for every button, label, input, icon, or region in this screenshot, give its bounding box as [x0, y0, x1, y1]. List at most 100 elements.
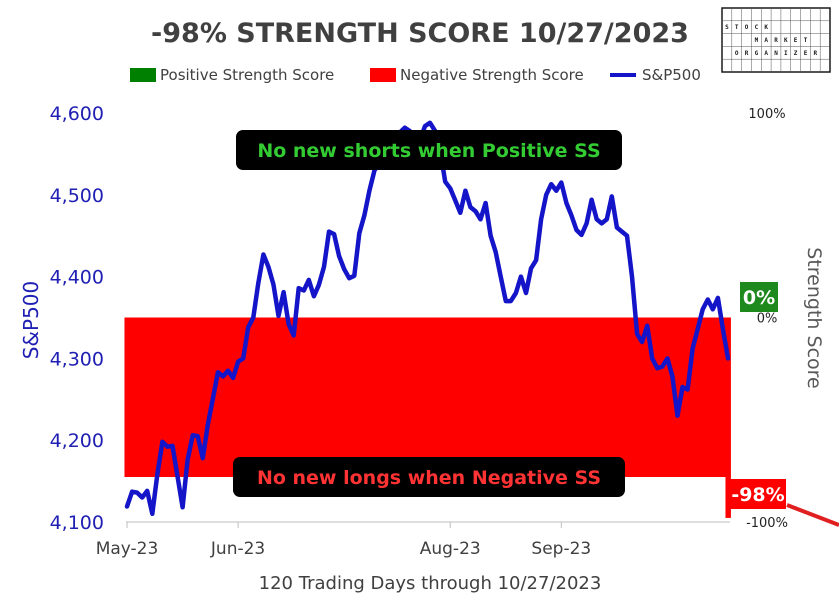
logo-letter: R [813, 50, 817, 57]
x-tick-label: May-23 [96, 539, 159, 559]
annotation-positive: No new shorts when Positive SS [236, 130, 622, 170]
bar-negative [478, 317, 484, 478]
logo-letter: T [804, 37, 808, 44]
bar-negative [306, 317, 312, 478]
y-right-tick-label: 0% [757, 312, 778, 327]
logo-letter: O [735, 50, 739, 57]
logo-letter: O [745, 24, 749, 31]
svg-text:No new shorts when Positive SS: No new shorts when Positive SS [257, 140, 600, 162]
logo-letter: M [755, 37, 759, 44]
svg-text:No new longs when Negative SS: No new longs when Negative SS [257, 467, 601, 489]
y-right-tick-label: 100% [748, 107, 785, 122]
bar-negative [437, 317, 444, 478]
legend-label-negative: Negative Strength Score [400, 66, 584, 84]
bar-negative [452, 317, 459, 478]
bar-negative [553, 317, 560, 478]
logo-letter: S [725, 24, 729, 31]
x-tick-label: Sep-23 [531, 539, 591, 559]
bar-negative [705, 317, 711, 478]
bar-negative [528, 317, 534, 478]
bar-negative [720, 317, 726, 478]
legend: Positive Strength Score Negative Strengt… [130, 66, 701, 84]
bar-negative [422, 317, 428, 478]
bar-negative [538, 317, 545, 478]
x-tick-label: Jun-23 [210, 539, 265, 559]
bar-negative [695, 317, 701, 478]
bar-negative [634, 317, 641, 478]
logo-letter: N [774, 50, 778, 57]
bar-negative [270, 317, 277, 478]
logo-letter: R [745, 50, 749, 57]
bar-negative [387, 317, 393, 478]
bar-negative [685, 317, 691, 478]
logo-letter: E [794, 37, 798, 44]
bar-negative [336, 317, 343, 478]
bar-negative [432, 317, 438, 478]
bar-negative [281, 317, 287, 478]
bar-negative [412, 317, 418, 478]
bar-negative [690, 317, 696, 478]
bar-negative [609, 317, 615, 478]
bar-negative [493, 317, 499, 478]
bar-negative [594, 317, 600, 478]
legend-label-sp500: S&P500 [642, 66, 701, 84]
bar-negative [326, 317, 332, 478]
logo-letter: R [774, 37, 778, 44]
bar-negative [462, 317, 469, 478]
logo-letter: A [764, 37, 768, 44]
bar-negative [700, 317, 706, 478]
bar-negative [195, 317, 201, 478]
bar-negative [296, 317, 302, 478]
legend-swatch-negative [370, 68, 396, 82]
bar-negative [523, 317, 529, 478]
bar-negative [245, 317, 252, 478]
bar-negative [255, 317, 262, 478]
bar-negative [144, 317, 151, 478]
bar-negative [356, 317, 363, 478]
bar-negative [573, 317, 580, 478]
logo-letter: K [764, 24, 768, 31]
bar-negative [291, 317, 297, 478]
y-left-tick-label: 4,400 [50, 267, 104, 289]
sp500-line [124, 120, 731, 517]
bar-negative [644, 317, 651, 478]
legend-label-positive: Positive Strength Score [160, 66, 334, 84]
bar-negative [543, 317, 550, 478]
bar-negative [589, 317, 595, 478]
bar-negative [472, 317, 479, 478]
bar-negative [548, 317, 555, 478]
y-left-tick-label: 4,500 [50, 185, 104, 207]
bar-negative [579, 317, 585, 478]
bar-negative [503, 317, 509, 478]
bar-negative [134, 317, 141, 478]
bar-negative [442, 317, 449, 478]
bar-negative [159, 317, 166, 478]
bar-negative [215, 317, 221, 478]
bar-negative [169, 317, 176, 478]
bar-negative [149, 317, 156, 478]
x-axis-ticks: May-23 Jun-23 Aug-23 Sep-23 [96, 522, 591, 559]
bar-negative [402, 317, 408, 478]
y-left-tick-label: 4,300 [50, 348, 104, 370]
bar-negative [382, 317, 388, 478]
bar-negative [624, 317, 630, 478]
bar-negative [447, 317, 454, 478]
badge-zero-percent: 0% [740, 282, 778, 312]
bar-negative [407, 317, 413, 478]
bar-negative [361, 317, 368, 478]
bar-negative [629, 317, 635, 478]
bar-negative [351, 317, 358, 478]
bar-negative [669, 317, 676, 478]
bar-negative [371, 317, 378, 478]
bar-negative [467, 317, 474, 478]
logo-letter: T [735, 24, 739, 31]
x-axis-title: 120 Trading Days through 10/27/2023 [259, 573, 602, 594]
sp500-series [124, 120, 731, 517]
logo-letter: I [784, 50, 788, 57]
bar-negative [649, 317, 656, 478]
bar-negative [457, 317, 464, 478]
bar-negative [190, 317, 196, 478]
bar-negative [311, 317, 317, 478]
bar-negative [124, 317, 130, 478]
bar-negative [614, 317, 620, 478]
